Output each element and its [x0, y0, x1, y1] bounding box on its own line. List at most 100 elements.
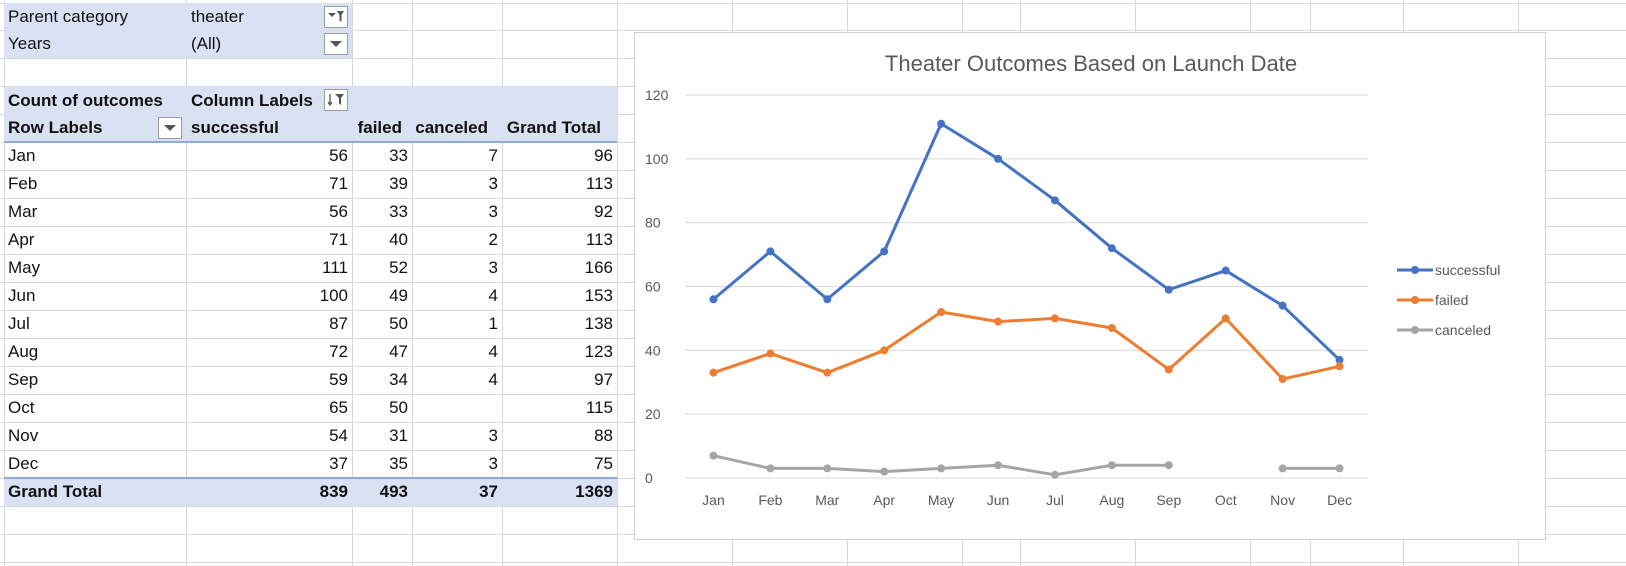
data-point-successful [1335, 355, 1344, 364]
cell-failed: 34 [389, 370, 408, 389]
x-tick-label: May [928, 492, 954, 508]
filter-label-parent-category: Parent category [8, 7, 129, 26]
row-label: Feb [8, 174, 38, 193]
x-tick-label: Jul [1046, 492, 1064, 508]
x-tick-label: Feb [758, 492, 782, 508]
row-label: Jul [8, 314, 30, 333]
cell-failed: 40 [389, 230, 408, 249]
row-label: Mar [8, 202, 38, 221]
chart-plot: 0 20 40 60 80 100 120 Jan Feb Mar Apr May Jun Jul Aug S… [645, 87, 1500, 508]
filter-value-parent-category[interactable]: theater [191, 7, 244, 26]
filter-icon[interactable] [324, 6, 348, 28]
row-labels-header: Row Labels [8, 118, 103, 137]
data-point-successful [880, 247, 889, 256]
cell-total: 153 [584, 286, 613, 305]
pivot-corner-label: Count of outcomes [8, 91, 163, 110]
x-tick-label: Jan [702, 492, 725, 508]
data-point-failed [1335, 362, 1344, 371]
sort-filter-icon[interactable] [324, 89, 348, 111]
cell-total: 113 [585, 230, 613, 249]
data-point-failed [937, 308, 946, 317]
cell-total: 96 [594, 146, 613, 165]
data-point-canceled [1335, 464, 1344, 473]
header-divider [4, 141, 617, 143]
row-label: Sep [8, 370, 39, 389]
cell-canceled: 7 [488, 146, 498, 165]
data-point-successful [823, 295, 832, 304]
grand-total-total: 1369 [575, 482, 613, 501]
data-point-failed [1164, 365, 1173, 374]
cell-successful: 111 [322, 258, 348, 277]
series-line-successful [712, 122, 1341, 361]
legend-marker-successful [1411, 266, 1419, 274]
cell-successful: 59 [329, 370, 348, 389]
row-label: May [8, 258, 41, 277]
cell-successful: 71 [329, 174, 348, 193]
legend-label: failed [1435, 292, 1468, 308]
data-point-failed [994, 317, 1003, 326]
cell-successful: 72 [329, 342, 348, 361]
y-tick-label: 80 [645, 215, 661, 231]
cell-total: 113 [585, 174, 613, 193]
filter-label-years: Years [8, 34, 51, 53]
cell-total: 75 [594, 454, 613, 473]
data-point-failed [1278, 375, 1287, 384]
data-point-successful [994, 154, 1003, 163]
filter-value-years[interactable]: (All) [191, 34, 222, 53]
cell-successful: 100 [319, 286, 348, 305]
dropdown-arrow-icon[interactable] [324, 33, 348, 55]
pivot-header-band [4, 86, 617, 142]
data-point-failed [880, 346, 889, 355]
data-point-successful [1221, 266, 1230, 275]
cell-successful: 87 [329, 314, 348, 333]
cell-failed: 33 [389, 202, 408, 221]
data-point-successful [937, 119, 946, 128]
data-point-failed [1221, 314, 1230, 323]
grand-total-successful: 839 [319, 482, 348, 501]
data-point-canceled [823, 464, 832, 473]
x-tick-label: Oct [1215, 492, 1237, 508]
y-tick-label: 100 [645, 151, 669, 167]
header-grand-total: Grand Total [506, 118, 601, 137]
cell-total: 92 [594, 202, 613, 221]
cell-canceled: 4 [488, 370, 498, 389]
cell-total: 97 [594, 370, 613, 389]
data-point-canceled [1164, 461, 1173, 470]
x-tick-label: Apr [873, 492, 895, 508]
header-successful: successful [191, 118, 279, 137]
data-point-canceled [1278, 464, 1287, 473]
legend-label: successful [1435, 262, 1500, 278]
data-point-successful [766, 247, 775, 256]
cell-total: 88 [594, 426, 613, 445]
grand-total-label: Grand Total [8, 482, 103, 501]
row-label: Dec [8, 454, 39, 473]
data-point-failed [766, 349, 775, 358]
row-label: Nov [8, 426, 39, 445]
cell-failed: 31 [389, 426, 408, 445]
data-point-canceled [880, 467, 889, 476]
data-point-successful [1278, 301, 1287, 310]
data-point-failed [1050, 314, 1059, 323]
cell-failed: 39 [389, 174, 408, 193]
series-line-failed [712, 310, 1340, 381]
y-tick-label: 40 [645, 342, 661, 358]
cell-failed: 47 [389, 342, 408, 361]
x-tick-label: Nov [1270, 492, 1295, 508]
data-point-successful [1107, 244, 1116, 253]
legend-marker-failed [1411, 296, 1419, 304]
data-point-canceled [994, 461, 1003, 470]
data-point-failed [709, 368, 718, 377]
cell-failed: 50 [389, 398, 408, 417]
cell-failed: 35 [389, 454, 408, 473]
data-point-canceled [1107, 461, 1116, 470]
row-label: Jun [8, 286, 36, 305]
cell-canceled: 3 [488, 258, 498, 277]
cell-canceled [412, 394, 498, 422]
data-point-successful [1164, 285, 1173, 294]
cell-canceled: 4 [488, 342, 498, 361]
line-chart[interactable]: Theater Outcomes Based on Launch Date 0 2… [634, 32, 1546, 540]
row-labels-dropdown-icon[interactable] [158, 117, 182, 139]
grand-total-canceled: 37 [479, 482, 498, 501]
cell-total: 138 [584, 314, 613, 333]
cell-total: 115 [585, 398, 613, 417]
